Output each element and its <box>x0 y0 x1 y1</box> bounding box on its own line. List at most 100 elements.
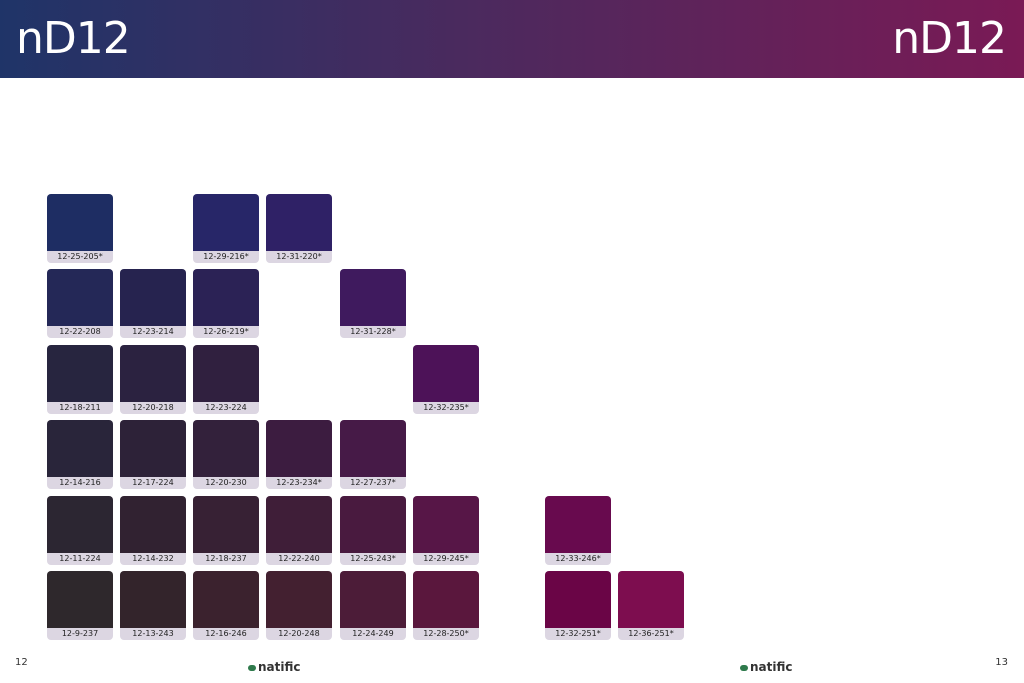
color-swatch: 12-22-240 <box>266 496 332 565</box>
color-swatch: 12-18-211 <box>47 345 113 414</box>
color-chip <box>120 345 186 402</box>
swatch-label: 12-32-251* <box>555 629 601 638</box>
color-swatch: 12-22-208 <box>47 269 113 338</box>
swatch-label: 12-23-224 <box>205 403 247 412</box>
color-swatch: 12-20-218 <box>120 345 186 414</box>
color-chip <box>545 496 611 553</box>
color-chip <box>266 571 332 628</box>
color-chip <box>193 420 259 477</box>
swatch-label: 12-31-228* <box>350 327 396 336</box>
color-swatch: 12-23-234* <box>266 420 332 489</box>
swatch-label: 12-11-224 <box>59 554 101 563</box>
color-swatch: 12-31-228* <box>340 269 406 338</box>
swatch-label: 12-18-237 <box>205 554 247 563</box>
swatch-label: 12-14-232 <box>132 554 174 563</box>
logo-icon <box>740 664 748 671</box>
color-swatch: 12-17-224 <box>120 420 186 489</box>
swatch-label: 12-24-249 <box>352 629 394 638</box>
color-swatch: 12-14-216 <box>47 420 113 489</box>
color-chip <box>47 269 113 326</box>
swatch-label: 12-20-218 <box>132 403 174 412</box>
swatch-label: 12-22-208 <box>59 327 101 336</box>
swatch-label: 12-32-235* <box>423 403 469 412</box>
color-swatch: 12-33-246* <box>545 496 611 565</box>
color-swatch: 12-26-219* <box>193 269 259 338</box>
color-chip <box>618 571 684 628</box>
color-swatch: 12-24-249 <box>340 571 406 640</box>
color-swatch: 12-28-250* <box>413 571 479 640</box>
logo: natific <box>248 660 301 674</box>
color-swatch: 12-25-205* <box>47 194 113 263</box>
swatch-label: 12-20-230 <box>205 478 247 487</box>
color-chip <box>193 571 259 628</box>
color-swatch: 12-32-235* <box>413 345 479 414</box>
color-swatch: 12-11-224 <box>47 496 113 565</box>
swatch-label: 12-14-216 <box>59 478 101 487</box>
color-chip <box>193 345 259 402</box>
color-chip <box>413 345 479 402</box>
color-chip <box>413 496 479 553</box>
swatch-label: 12-31-220* <box>276 252 322 261</box>
page-number: 13 <box>995 657 1008 668</box>
color-chip <box>340 420 406 477</box>
color-swatch: 12-20-230 <box>193 420 259 489</box>
color-swatch: 12-31-220* <box>266 194 332 263</box>
color-chip <box>193 269 259 326</box>
color-chip <box>340 571 406 628</box>
color-swatch: 12-27-237* <box>340 420 406 489</box>
color-swatch: 12-18-237 <box>193 496 259 565</box>
color-chip <box>47 496 113 553</box>
swatch-label: 12-29-216* <box>203 252 249 261</box>
color-chip <box>193 496 259 553</box>
swatch-label: 12-23-214 <box>132 327 174 336</box>
color-chip <box>413 571 479 628</box>
color-chip <box>340 269 406 326</box>
color-chip <box>120 420 186 477</box>
color-chip <box>120 571 186 628</box>
swatch-label: 12-28-250* <box>423 629 469 638</box>
color-chip <box>120 269 186 326</box>
color-swatch: 12-23-224 <box>193 345 259 414</box>
color-swatch: 12-29-245* <box>413 496 479 565</box>
color-chip <box>47 571 113 628</box>
color-chip <box>47 345 113 402</box>
swatch-label: 12-36-251* <box>628 629 674 638</box>
logo-icon <box>248 664 256 671</box>
swatch-label: 12-23-234* <box>276 478 322 487</box>
header-bar: nD12 nD12 <box>0 0 1024 78</box>
color-chip <box>266 496 332 553</box>
color-chip <box>120 496 186 553</box>
swatch-label: 12-16-246 <box>205 629 247 638</box>
color-chip <box>545 571 611 628</box>
color-swatch: 12-16-246 <box>193 571 259 640</box>
logo-text: natific <box>258 660 301 674</box>
swatch-label: 12-29-245* <box>423 554 469 563</box>
swatch-label: 12-13-243 <box>132 629 174 638</box>
swatch-label: 12-25-243* <box>350 554 396 563</box>
brand-title: nD12 <box>892 13 1007 64</box>
color-chip <box>193 194 259 251</box>
swatch-label: 12-18-211 <box>59 403 101 412</box>
swatch-label: 12-22-240 <box>278 554 320 563</box>
color-swatch: 12-23-214 <box>120 269 186 338</box>
brand-title: nD12 <box>16 13 131 64</box>
swatch-label: 12-17-224 <box>132 478 174 487</box>
swatch-label: 12-26-219* <box>203 327 249 336</box>
swatch-label: 12-27-237* <box>350 478 396 487</box>
swatch-label: 12-9-237 <box>61 629 99 638</box>
color-chip <box>47 194 113 251</box>
swatch-label: 12-25-205* <box>57 252 103 261</box>
color-chip <box>340 496 406 553</box>
logo: natific <box>740 660 793 674</box>
swatch-label: 12-33-246* <box>555 554 601 563</box>
color-swatch: 12-29-216* <box>193 194 259 263</box>
color-chip <box>266 420 332 477</box>
color-swatch: 12-25-243* <box>340 496 406 565</box>
logo-text: natific <box>750 660 793 674</box>
color-swatch: 12-32-251* <box>545 571 611 640</box>
swatch-label: 12-20-248 <box>278 629 320 638</box>
color-swatch: 12-36-251* <box>618 571 684 640</box>
page-number: 12 <box>15 657 28 668</box>
color-chip <box>266 194 332 251</box>
